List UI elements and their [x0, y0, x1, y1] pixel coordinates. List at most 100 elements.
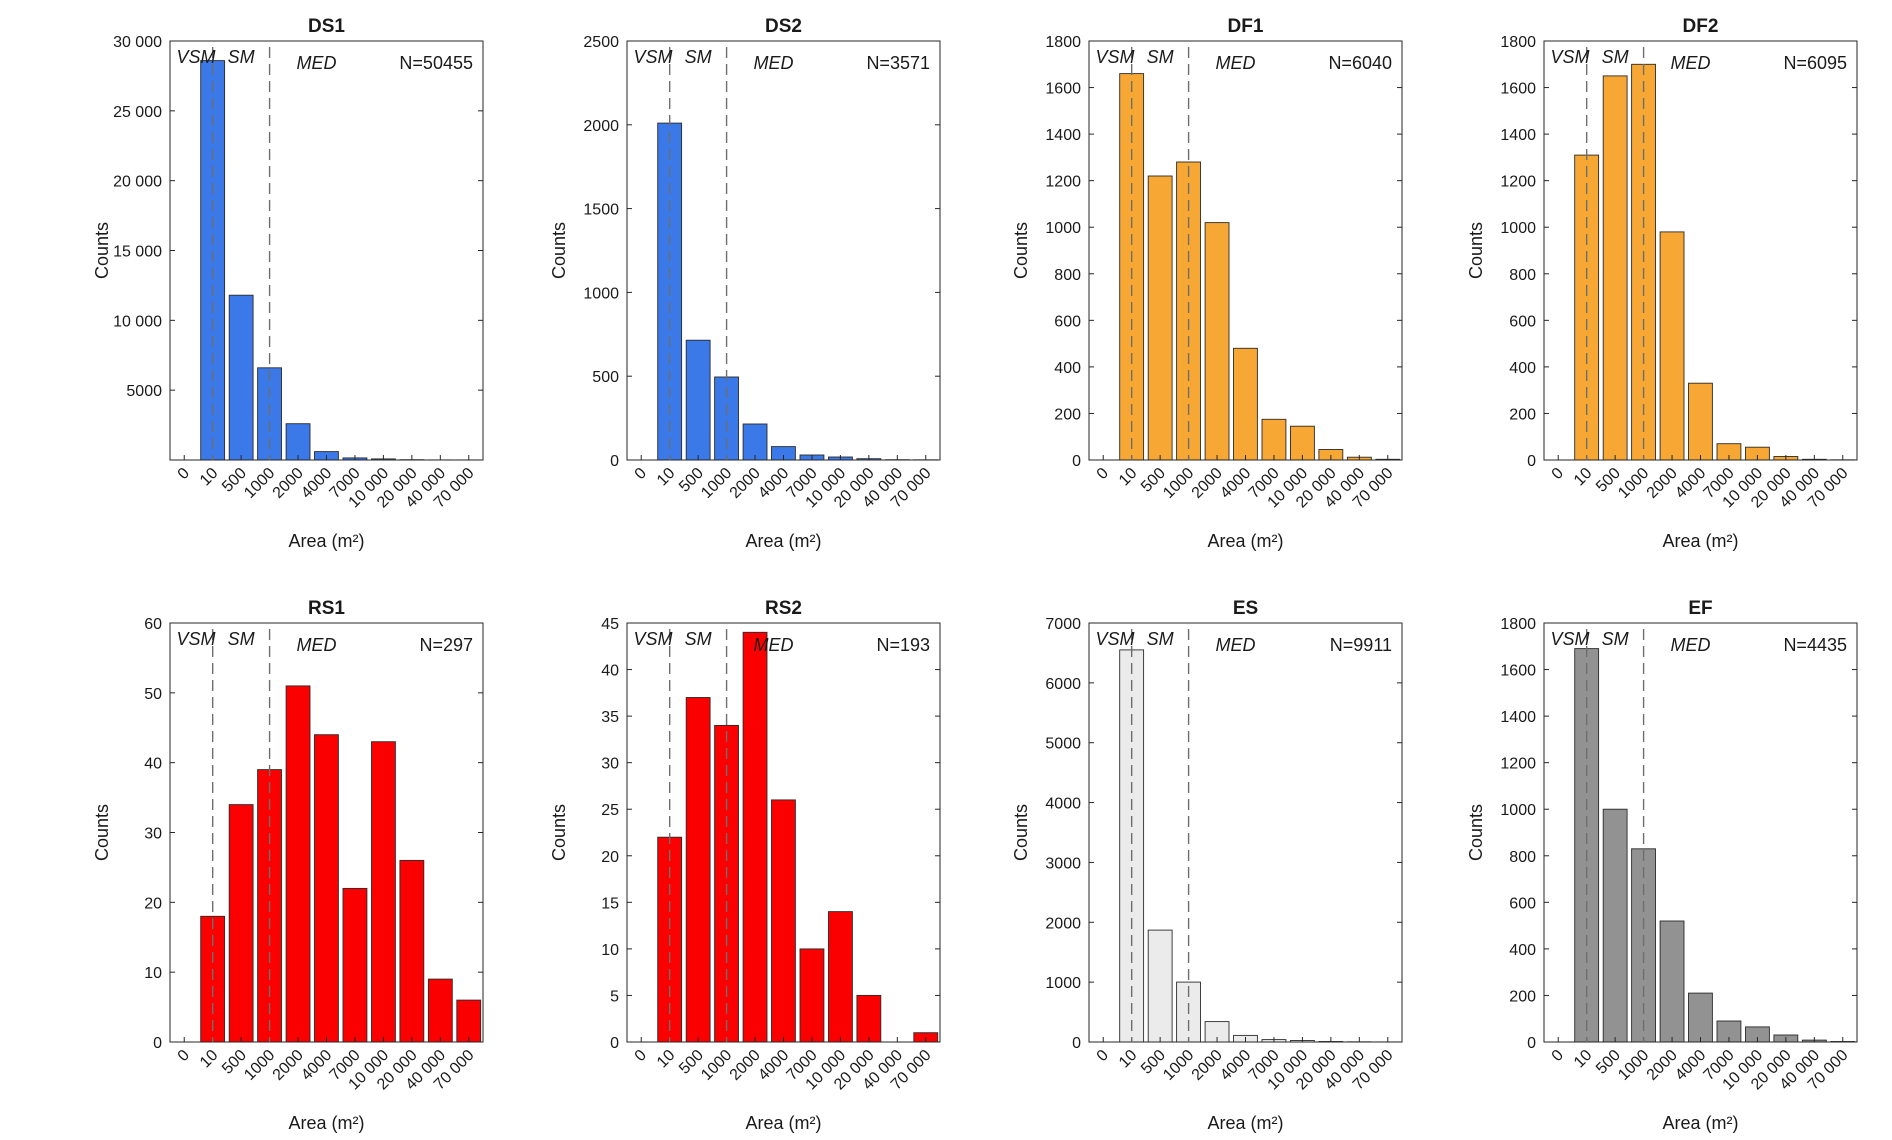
y-tick-label: 1000 — [1045, 220, 1081, 237]
y-tick-label: 1400 — [1500, 709, 1536, 726]
y-tick-label: 200 — [1509, 406, 1536, 423]
x-tick-label: 4000 — [755, 1047, 792, 1084]
x-tick-label: 1000 — [1615, 465, 1652, 502]
bar-500 — [685, 697, 711, 1043]
y-tick-label: 1800 — [1500, 616, 1536, 633]
region-label-med: MED — [297, 635, 337, 655]
y-tick-label: 1200 — [1500, 174, 1536, 191]
y-tick-label: 45 — [601, 616, 619, 633]
y-tick-label: 0 — [1527, 453, 1536, 470]
x-tick-label: 4000 — [1672, 465, 1709, 502]
y-tick-label: 5000 — [126, 383, 162, 400]
region-label-vsm: VSM — [633, 47, 672, 67]
bar-10000 — [1290, 425, 1315, 461]
bar-4000 — [771, 799, 796, 1043]
panel-title: DF2 — [1683, 16, 1719, 37]
x-tick-label: 1000 — [241, 1047, 278, 1084]
bar-10000 — [828, 911, 853, 1043]
sample-size-label: N=6095 — [1783, 53, 1847, 73]
y-tick-label: 10 000 — [113, 313, 162, 330]
x-axis-label: Area (m²) — [289, 531, 365, 551]
x-tick-label: 2000 — [270, 1047, 307, 1084]
x-tick-label: 10 — [197, 1047, 222, 1072]
x-tick-label: 10 — [1116, 1047, 1141, 1072]
y-tick-label: 1400 — [1500, 127, 1536, 144]
y-tick-label: 20 — [601, 849, 619, 866]
bar-40000 — [427, 978, 453, 1043]
y-tick-label: 800 — [1509, 849, 1536, 866]
y-tick-label: 6000 — [1045, 676, 1081, 693]
region-label-vsm: VSM — [176, 629, 215, 649]
x-tick-label: 2000 — [1644, 1047, 1681, 1084]
bar-500 — [1147, 929, 1173, 1043]
x-tick-label: 4000 — [1217, 1047, 1254, 1084]
y-axis-label: Counts — [1011, 222, 1031, 279]
region-label-sm: SM — [228, 47, 255, 67]
y-tick-label: 2000 — [1045, 915, 1081, 932]
y-tick-label: 1000 — [1045, 975, 1081, 992]
bar-7000 — [1261, 418, 1287, 461]
y-tick-label: 15 000 — [113, 244, 162, 261]
bar-20000 — [856, 994, 882, 1043]
region-label-sm: SM — [1147, 629, 1174, 649]
bar-2000 — [742, 631, 768, 1043]
y-tick-label: 400 — [1509, 942, 1536, 959]
x-axis-label: Area (m²) — [1208, 531, 1284, 551]
x-tick-label: 0 — [175, 1047, 193, 1065]
x-axis-label: Area (m²) — [1663, 1113, 1739, 1133]
bar-2000 — [1659, 231, 1685, 461]
panel-title: RS1 — [308, 598, 345, 619]
x-tick-label: 10 — [197, 465, 222, 490]
y-tick-label: 40 — [601, 663, 619, 680]
y-tick-label: 30 000 — [113, 34, 162, 51]
x-tick-label: 2000 — [270, 465, 307, 502]
x-tick-label: 4000 — [1217, 465, 1254, 502]
y-tick-label: 1600 — [1045, 81, 1081, 98]
panel-title: ES — [1233, 598, 1258, 619]
sample-size-label: N=4435 — [1783, 635, 1847, 655]
x-tick-label: 10 — [1571, 1047, 1596, 1072]
region-label-vsm: VSM — [633, 629, 672, 649]
y-tick-label: 5000 — [1045, 736, 1081, 753]
y-tick-label: 40 — [144, 756, 162, 773]
bar-2000 — [285, 423, 311, 461]
x-tick-label: 10 — [654, 465, 679, 490]
bar-2000 — [1659, 920, 1685, 1043]
y-tick-label: 15 — [601, 895, 619, 912]
y-tick-label: 10 — [601, 942, 619, 959]
y-tick-label: 25 — [601, 802, 619, 819]
y-tick-label: 1200 — [1045, 174, 1081, 191]
bar-10000 — [371, 741, 396, 1043]
y-tick-label: 1000 — [583, 285, 619, 302]
bar-2000 — [1204, 222, 1230, 461]
panel-title: RS2 — [765, 598, 802, 619]
bar-500 — [228, 294, 254, 461]
bar-2000 — [285, 685, 311, 1043]
bar-500 — [685, 339, 711, 461]
bar-10 — [1119, 649, 1145, 1043]
y-tick-label: 10 — [144, 965, 162, 982]
y-axis-label: Counts — [1466, 804, 1486, 861]
region-label-sm: SM — [1602, 629, 1629, 649]
panel-title: DS2 — [765, 16, 802, 37]
x-tick-label: 4000 — [755, 465, 792, 502]
y-tick-label: 400 — [1054, 360, 1081, 377]
bar-10 — [1119, 73, 1145, 461]
region-label-sm: SM — [685, 629, 712, 649]
sample-size-label: N=50455 — [399, 53, 473, 73]
region-label-med: MED — [297, 53, 337, 73]
region-label-med: MED — [1671, 53, 1711, 73]
y-tick-label: 30 — [601, 756, 619, 773]
x-tick-label: 2000 — [1189, 465, 1226, 502]
y-tick-label: 2000 — [583, 118, 619, 135]
y-tick-label: 800 — [1509, 267, 1536, 284]
y-tick-label: 1500 — [583, 202, 619, 219]
y-tick-label: 0 — [153, 1035, 162, 1052]
